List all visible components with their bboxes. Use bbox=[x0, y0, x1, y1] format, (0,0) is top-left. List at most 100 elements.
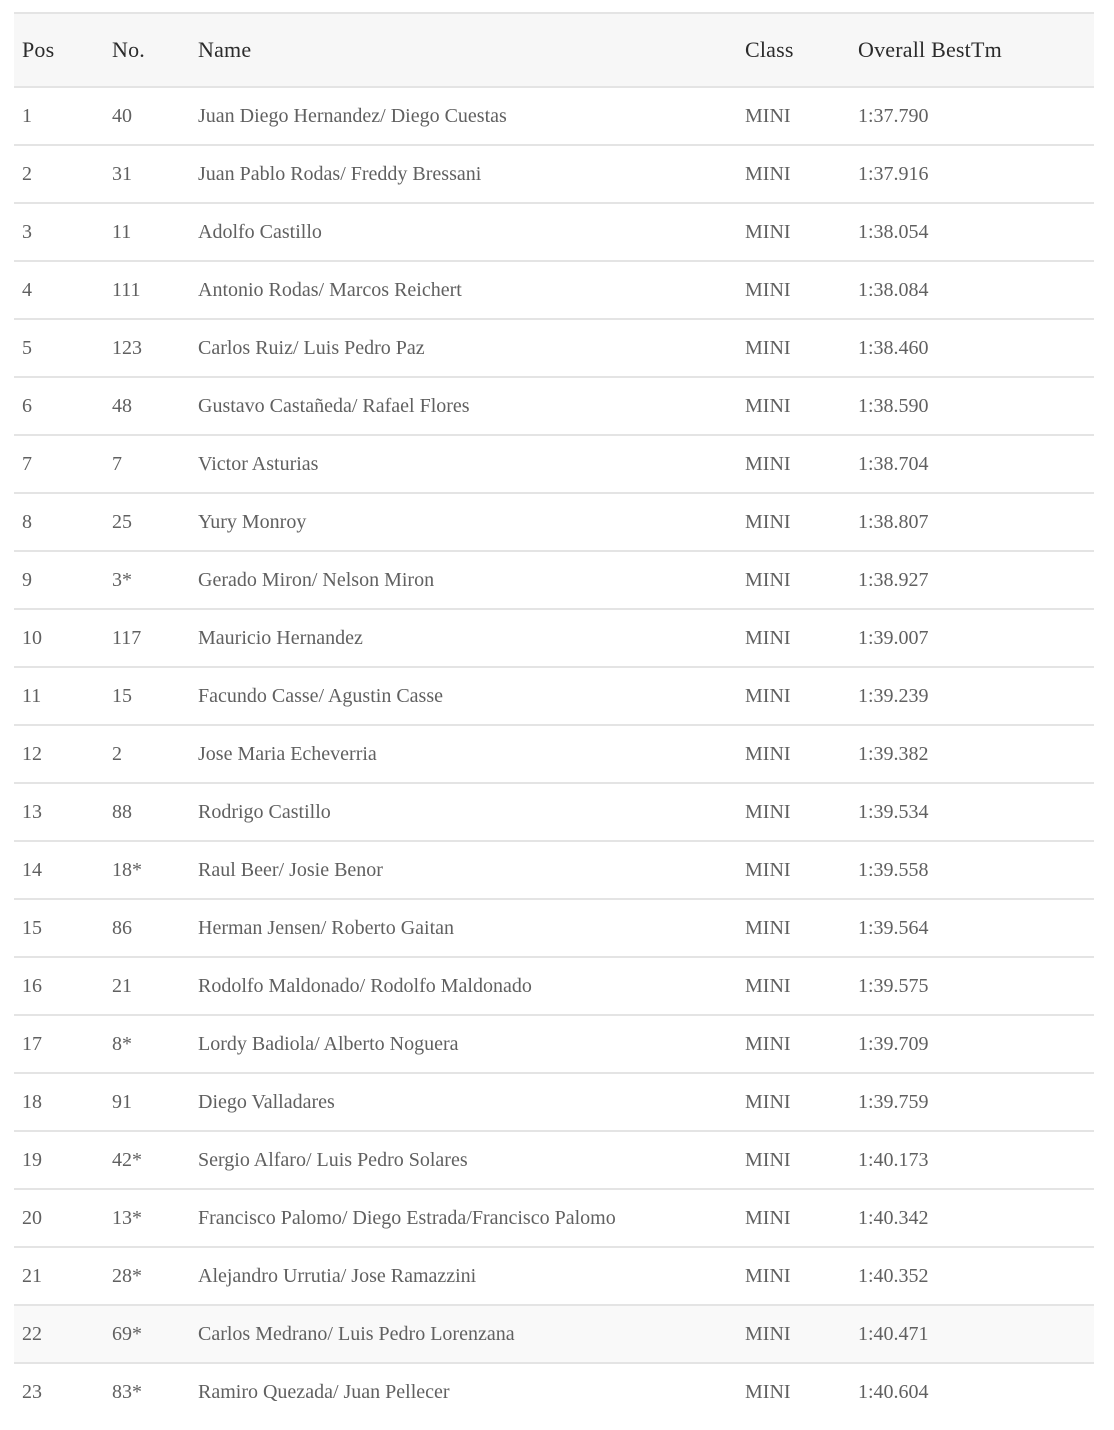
cell-pos: 14 bbox=[22, 858, 42, 881]
cell-class: MINI bbox=[745, 1148, 791, 1171]
cell-class: MINI bbox=[745, 974, 791, 997]
cell-class: MINI bbox=[745, 742, 791, 765]
cell-no: 91 bbox=[112, 1090, 132, 1113]
cell-class: MINI bbox=[745, 510, 791, 533]
cell-best_tm: 1:40.471 bbox=[850, 1305, 1094, 1363]
cell-best_tm: 1:39.382 bbox=[858, 742, 929, 765]
cell-no: 3* bbox=[112, 568, 132, 591]
table-row: 20 13* Francisco Palomo/ Diego Estrada/Fra… bbox=[14, 1189, 1094, 1247]
cell-name: Juan Diego Hernandez/ Diego Cuestas bbox=[198, 104, 507, 127]
cell-class: MINI bbox=[745, 336, 791, 359]
cell-name: Alejandro Urrutia/ Jose Ramazzini bbox=[198, 1264, 477, 1287]
cell-class: MINI bbox=[745, 162, 791, 185]
cell-class: MINI bbox=[745, 916, 791, 939]
cell-best_tm: 1:38.590 bbox=[858, 394, 929, 417]
cell-class: MINI bbox=[745, 684, 791, 707]
cell-name: Sergio Alfaro/ Luis Pedro Solares bbox=[198, 1148, 468, 1171]
cell-best_tm: 1:39.759 bbox=[858, 1090, 929, 1113]
cell-no: 2 bbox=[112, 742, 122, 765]
cell-name: Carlos Ruiz/ Luis Pedro Paz bbox=[198, 336, 425, 359]
cell-pos: 16 bbox=[22, 974, 42, 997]
cell-best_tm: 1:38.054 bbox=[858, 220, 929, 243]
cell-no: 86 bbox=[112, 916, 132, 939]
results-table-wrapper: Pos No. Name Class Overall BestTm 1 40 Jua… bbox=[14, 12, 1094, 1420]
cell-name: Rodrigo Castillo bbox=[198, 800, 331, 823]
cell-name: Gerado Miron/ Nelson Miron bbox=[198, 568, 435, 591]
cell-best_tm: 1:38.460 bbox=[858, 336, 929, 359]
table-row: 11 15 Facundo Casse/ Agustin Casse MINI 1:39… bbox=[14, 667, 1094, 725]
cell-class: MINI bbox=[745, 1380, 791, 1403]
cell-name: Mauricio Hernandez bbox=[198, 626, 363, 649]
table-row: 14 18* Raul Beer/ Josie Benor MINI 1:39.558 bbox=[14, 841, 1094, 899]
cell-no: 8* bbox=[112, 1032, 132, 1055]
cell-class: MINI bbox=[745, 452, 791, 475]
cell-no: 13* bbox=[112, 1206, 142, 1229]
cell-name: Victor Asturias bbox=[198, 452, 319, 475]
header-row: Pos No. Name Class Overall BestTm bbox=[14, 13, 1094, 88]
cell-pos: 12 bbox=[22, 742, 42, 765]
cell-no: 69* bbox=[104, 1305, 190, 1363]
cell-pos: 8 bbox=[22, 510, 32, 533]
cell-name: Adolfo Castillo bbox=[198, 220, 322, 243]
cell-pos: 6 bbox=[22, 394, 32, 417]
cell-pos: 5 bbox=[22, 336, 32, 359]
cell-no: 111 bbox=[112, 278, 141, 301]
cell-no: 11 bbox=[112, 220, 132, 243]
cell-class: MINI bbox=[745, 1264, 791, 1287]
table-row: 5 123 Carlos Ruiz/ Luis Pedro Paz MINI 1:38.… bbox=[14, 319, 1094, 377]
column-header-best-tm: Overall BestTm bbox=[850, 13, 1094, 88]
cell-no: 40 bbox=[112, 104, 132, 127]
cell-best_tm: 1:37.916 bbox=[858, 162, 929, 185]
cell-no: 18* bbox=[112, 858, 142, 881]
cell-best_tm: 1:38.807 bbox=[858, 510, 929, 533]
cell-pos: 23 bbox=[22, 1380, 42, 1403]
cell-class: MINI bbox=[745, 104, 791, 127]
results-table: Pos No. Name Class Overall BestTm 1 40 Jua… bbox=[14, 12, 1094, 1420]
cell-pos: 1 bbox=[22, 104, 32, 127]
table-row: 10 117 Mauricio Hernandez MINI 1:39.007 bbox=[14, 609, 1094, 667]
cell-pos: 11 bbox=[22, 684, 42, 707]
cell-pos: 17 bbox=[22, 1032, 42, 1055]
cell-best_tm: 1:38.927 bbox=[858, 568, 929, 591]
cell-name: Lordy Badiola/ Alberto Noguera bbox=[198, 1032, 459, 1055]
cell-class: MINI bbox=[745, 394, 791, 417]
cell-best_tm: 1:38.704 bbox=[858, 452, 929, 475]
cell-pos: 7 bbox=[22, 452, 32, 475]
column-header-name: Name bbox=[190, 13, 737, 88]
column-header-class: Class bbox=[737, 13, 850, 88]
cell-no: 88 bbox=[112, 800, 132, 823]
cell-pos: 18 bbox=[22, 1090, 42, 1113]
table-row: 23 83* Ramiro Quezada/ Juan Pellecer MINI 1:… bbox=[14, 1363, 1094, 1420]
cell-name: Francisco Palomo/ Diego Estrada/Francisc… bbox=[198, 1206, 616, 1229]
cell-no: 123 bbox=[112, 336, 142, 359]
cell-pos: 2 bbox=[22, 162, 32, 185]
table-row: 12 2 Jose Maria Echeverria MINI 1:39.382 bbox=[14, 725, 1094, 783]
cell-no: 15 bbox=[112, 684, 132, 707]
cell-pos: 22 bbox=[14, 1305, 104, 1363]
cell-name: Rodolfo Maldonado/ Rodolfo Maldonado bbox=[198, 974, 532, 997]
cell-pos: 15 bbox=[22, 916, 42, 939]
cell-best_tm: 1:38.084 bbox=[858, 278, 929, 301]
cell-best_tm: 1:40.173 bbox=[858, 1148, 929, 1171]
table-row: 1 40 Juan Diego Hernandez/ Diego Cuestas MI… bbox=[14, 87, 1094, 145]
table-row: 8 25 Yury Monroy MINI 1:38.807 bbox=[14, 493, 1094, 551]
cell-best_tm: 1:39.558 bbox=[858, 858, 929, 881]
cell-no: 31 bbox=[112, 162, 132, 185]
cell-no: 28* bbox=[112, 1264, 142, 1287]
cell-no: 117 bbox=[112, 626, 142, 649]
cell-class: MINI bbox=[745, 626, 791, 649]
cell-name: Antonio Rodas/ Marcos Reichert bbox=[198, 278, 462, 301]
cell-class: MINI bbox=[745, 220, 791, 243]
cell-pos: 20 bbox=[22, 1206, 42, 1229]
table-row: 16 21 Rodolfo Maldonado/ Rodolfo Maldonado… bbox=[14, 957, 1094, 1015]
column-header-pos: Pos bbox=[14, 13, 104, 88]
cell-class: MINI bbox=[745, 568, 791, 591]
cell-best_tm: 1:39.534 bbox=[858, 800, 929, 823]
cell-name: Herman Jensen/ Roberto Gaitan bbox=[198, 916, 455, 939]
cell-name: Facundo Casse/ Agustin Casse bbox=[198, 684, 443, 707]
cell-no: 21 bbox=[112, 974, 132, 997]
cell-best_tm: 1:40.342 bbox=[858, 1206, 929, 1229]
cell-pos: 4 bbox=[22, 278, 32, 301]
cell-no: 25 bbox=[112, 510, 132, 533]
cell-best_tm: 1:39.709 bbox=[858, 1032, 929, 1055]
